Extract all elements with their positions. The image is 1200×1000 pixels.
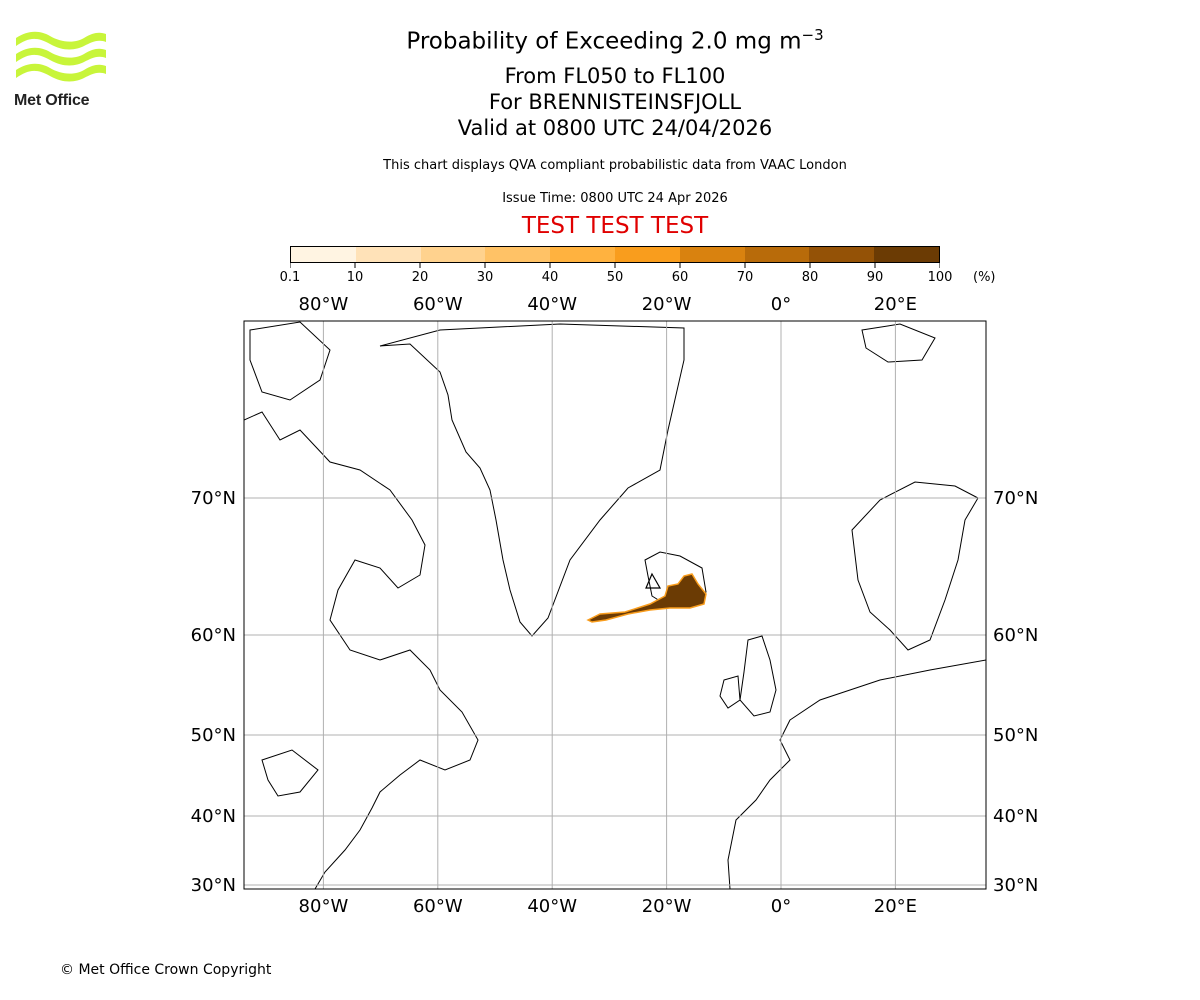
colorbar-tick-label: 60	[671, 270, 689, 285]
greenland-coastline	[379, 323, 685, 637]
volcano-name: For BRENNISTEINSFJOLL	[488, 90, 742, 114]
lon-label-bottom: 0°	[771, 896, 791, 917]
lat-label-right: 50°N	[993, 725, 1038, 746]
lon-label-top: 80°W	[299, 294, 349, 315]
colorbar-bin-7	[744, 247, 810, 262]
colorbar-bin-9	[874, 247, 939, 262]
chart-title: Probability of Exceeding 2.0 mg m−3	[406, 26, 824, 55]
axis-labels: 80°W 80°W 60°W 60°W 40°W 40°W 20°W 20°W 0° 0° 20°E…	[191, 294, 1039, 917]
data-description: This chart displays QVA compliant probab…	[383, 158, 847, 173]
lat-label-left: 50°N	[191, 725, 236, 746]
colorbar-bin-2	[420, 247, 486, 262]
lon-label-bottom: 80°W	[299, 896, 349, 917]
flight-level-range: From FL050 to FL100	[504, 64, 726, 88]
lat-label-right: 70°N	[993, 488, 1038, 509]
lon-label-top: 60°W	[413, 294, 463, 315]
colorbar-tick-label: 70	[736, 270, 754, 285]
test-banner: TEST TEST TEST	[521, 213, 709, 239]
colorbar-tick-label: 20	[411, 270, 429, 285]
lat-label-right: 60°N	[993, 625, 1038, 646]
lat-label-left: 40°N	[191, 806, 236, 827]
lon-label-bottom: 20°E	[874, 896, 917, 917]
ash-plume-area	[586, 573, 707, 623]
lat-label-right: 40°N	[993, 806, 1038, 827]
colorbar-tick-label: 40	[541, 270, 559, 285]
copyright-notice: © Met Office Crown Copyright	[60, 962, 272, 978]
colorbar-bin-3	[485, 247, 551, 262]
colorbar-bin-5	[614, 247, 680, 262]
great-lakes	[261, 749, 319, 797]
ireland-coastline	[719, 675, 741, 709]
colorbar-unit: (%)	[973, 270, 996, 285]
colorbar-bin-0	[291, 247, 356, 262]
scandinavia-coastline	[851, 481, 979, 651]
colorbar-bin-4	[550, 247, 615, 262]
probability-colorbar	[290, 246, 940, 263]
lat-label-left: 60°N	[191, 625, 236, 646]
chart-subtitle: From FL050 to FL100 For BRENNISTEINSFJOL…	[315, 63, 915, 141]
lon-label-top: 0°	[771, 294, 791, 315]
met-office-logo: Met Office	[14, 30, 108, 112]
lon-label-bottom: 40°W	[527, 896, 577, 917]
colorbar-tick-label: 50	[606, 270, 624, 285]
lon-label-bottom: 20°W	[642, 896, 692, 917]
lat-label-left: 70°N	[191, 488, 236, 509]
europe-coastline	[727, 659, 986, 889]
colorbar-tick-label: 100	[927, 270, 953, 285]
colorbar-ticks	[290, 263, 940, 268]
met-office-logo-waves	[16, 31, 106, 82]
colorbar-bin-8	[809, 247, 875, 262]
colorbar-tick-label: 10	[346, 270, 364, 285]
colorbar-bin-6	[679, 247, 745, 262]
graticule	[244, 321, 986, 889]
colorbar-tick-label: 90	[866, 270, 884, 285]
svalbard-coastline	[861, 323, 936, 363]
colorbar-tick-label: 30	[476, 270, 494, 285]
ash-plume	[586, 573, 707, 623]
great-britain-coastline	[739, 635, 777, 717]
lat-label-left: 30°N	[191, 875, 236, 896]
lon-label-top: 20°W	[642, 294, 692, 315]
north-america-coastline	[244, 411, 479, 889]
logo-wordmark: Met Office	[14, 92, 90, 109]
map-frame	[243, 320, 987, 890]
lat-label-right: 30°N	[993, 875, 1038, 896]
valid-time: Valid at 0800 UTC 24/04/2026	[457, 116, 773, 140]
colorbar-tick-label: 80	[801, 270, 819, 285]
volcano-triangle-marker	[645, 572, 662, 589]
colorbar-bin-1	[355, 247, 421, 262]
arctic-islands	[249, 321, 331, 401]
lon-label-top: 40°W	[527, 294, 577, 315]
issue-time: Issue Time: 0800 UTC 24 Apr 2026	[502, 191, 728, 206]
lon-label-top: 20°E	[874, 294, 917, 315]
lon-label-bottom: 60°W	[413, 896, 463, 917]
colorbar-tick-label: 0.1	[279, 270, 301, 285]
